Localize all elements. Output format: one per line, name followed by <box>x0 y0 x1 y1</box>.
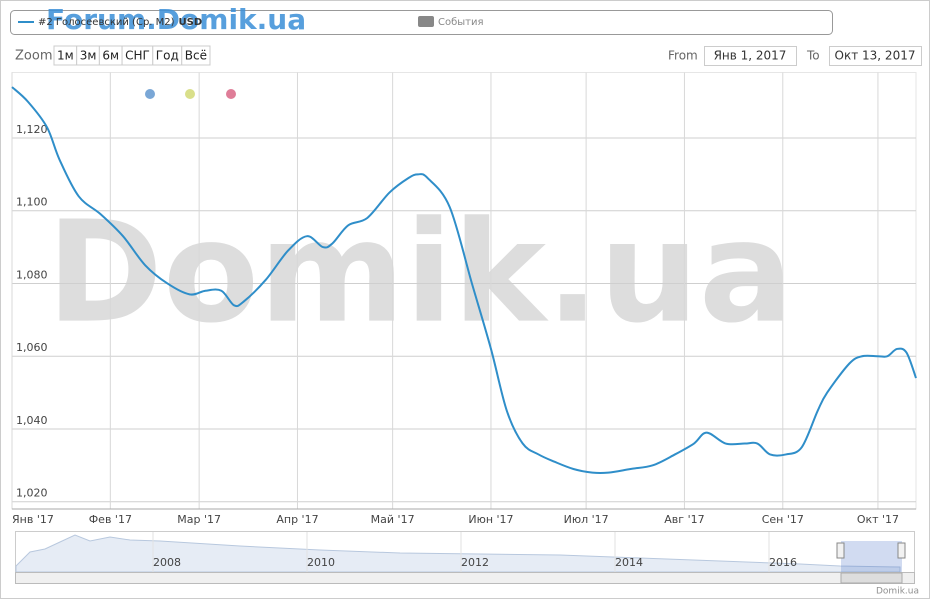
x-tick-label: Окт '17 <box>857 513 899 526</box>
y-tick-label: 1,120 <box>16 123 48 136</box>
y-tick-label: 1,100 <box>16 196 48 209</box>
to-value[interactable]: Окт 13, 2017 <box>835 49 916 63</box>
y-tick-label: 1,060 <box>16 341 48 354</box>
to-label: To <box>806 49 820 63</box>
navigator-handle[interactable] <box>897 542 906 559</box>
navigator-year: 2012 <box>461 556 489 569</box>
x-tick-label: Июл '17 <box>564 513 609 526</box>
from-value[interactable]: Янв 1, 2017 <box>714 49 787 63</box>
y-tick-label: 1,020 <box>16 487 48 500</box>
navigator-handle[interactable] <box>836 542 845 559</box>
dot <box>226 89 236 99</box>
events-swatch <box>418 16 434 27</box>
zoom-button-label[interactable]: Всё <box>185 49 207 63</box>
x-tick-label: Янв '17 <box>12 513 54 526</box>
legend-currency[interactable]: USD <box>179 17 203 28</box>
y-tick-label: 1,080 <box>16 268 48 281</box>
x-tick-label: Май '17 <box>371 513 415 526</box>
zoom-button[interactable] <box>181 45 211 66</box>
zoom-button-label[interactable]: Год <box>156 49 179 63</box>
navigator-year: 2016 <box>769 556 797 569</box>
zoom-button-label[interactable]: СНГ <box>125 49 150 63</box>
zoom-button-label[interactable]: 3м <box>80 49 97 63</box>
navigator-mask[interactable] <box>841 541 902 572</box>
series-line <box>11 86 917 475</box>
forum-watermark: Forum.Domik.ua <box>46 3 306 36</box>
x-tick-label: Сен '17 <box>762 513 804 526</box>
zoom-button-label[interactable]: 1м <box>57 49 74 63</box>
navigator-year: 2014 <box>615 556 643 569</box>
x-tick-label: Авг '17 <box>664 513 704 526</box>
dot <box>145 89 155 99</box>
legend-label[interactable]: #2 Голосеевский (Ср. М2) <box>38 17 175 28</box>
scrollbar[interactable] <box>15 572 915 584</box>
from-label: From <box>668 49 698 63</box>
watermark: Domik.ua <box>47 192 794 355</box>
to-input[interactable] <box>829 46 922 66</box>
x-tick-label: Апр '17 <box>276 513 318 526</box>
y-tick-label: 1,040 <box>16 414 48 427</box>
x-tick-label: Июн '17 <box>468 513 513 526</box>
navigator-year: 2008 <box>153 556 181 569</box>
zoom-button-label[interactable]: 6м <box>102 49 119 63</box>
navigator-year: 2010 <box>307 556 335 569</box>
x-tick-label: Фев '17 <box>89 513 132 526</box>
from-input[interactable] <box>704 46 797 66</box>
events-label[interactable]: События <box>438 17 484 28</box>
credits[interactable]: Domik.ua <box>876 587 919 597</box>
x-tick-label: Мар '17 <box>177 513 221 526</box>
scrollbar-thumb[interactable] <box>840 572 903 584</box>
zoom-label: Zoom <box>15 49 52 64</box>
navigator-series <box>15 534 901 573</box>
dot <box>185 89 195 99</box>
